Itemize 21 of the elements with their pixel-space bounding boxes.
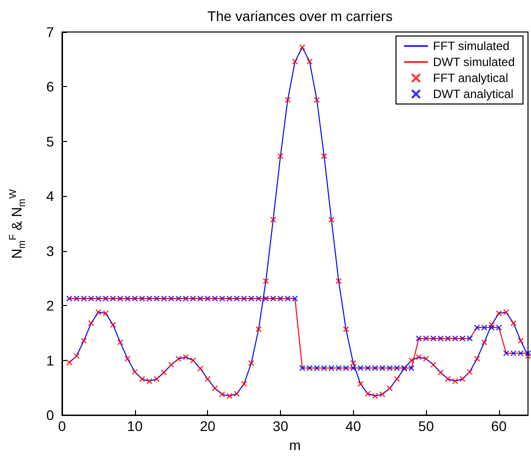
y-tick-label: 7 (46, 24, 54, 40)
y-tick-label: 6 (46, 78, 54, 95)
legend-label: FFT analytical (432, 71, 508, 85)
x-tick-label: 60 (491, 418, 507, 434)
y-tick-label: 4 (46, 188, 54, 204)
x-tick-label: 40 (345, 418, 362, 434)
y-tick-label: 5 (46, 133, 54, 150)
legend-label: DWT analytical (432, 87, 514, 101)
x-axis-title: m (289, 437, 301, 453)
y-tick-label: 3 (46, 242, 54, 259)
y-tick-label: 0 (46, 407, 54, 424)
x-tick-label: 0 (58, 418, 66, 434)
x-tick-label: 20 (200, 418, 216, 434)
legend-label: DWT simulated (432, 55, 515, 69)
y-tick-label: 2 (46, 298, 54, 314)
chart-title: The variances over m carriers (207, 8, 393, 24)
x-tick-label: 10 (127, 418, 143, 434)
legend-label: FFT simulated (432, 39, 510, 53)
y-tick-label: 1 (46, 352, 54, 368)
x-tick-label: 30 (272, 418, 288, 434)
x-tick-label: 50 (418, 418, 434, 434)
